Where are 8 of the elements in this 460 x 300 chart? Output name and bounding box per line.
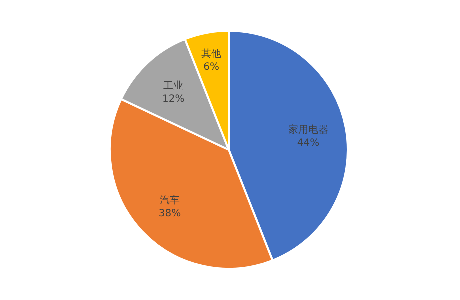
data-label: 38%: [158, 208, 182, 220]
slice-label: 家用电器: [288, 124, 328, 136]
data-label: 12%: [162, 94, 185, 106]
data-label: 44%: [297, 138, 320, 149]
data-label: 6%: [204, 62, 220, 73]
slice-label: 其他: [202, 48, 222, 60]
slice-label: 汽车: [160, 194, 180, 206]
slice-label: 工业: [164, 80, 184, 92]
